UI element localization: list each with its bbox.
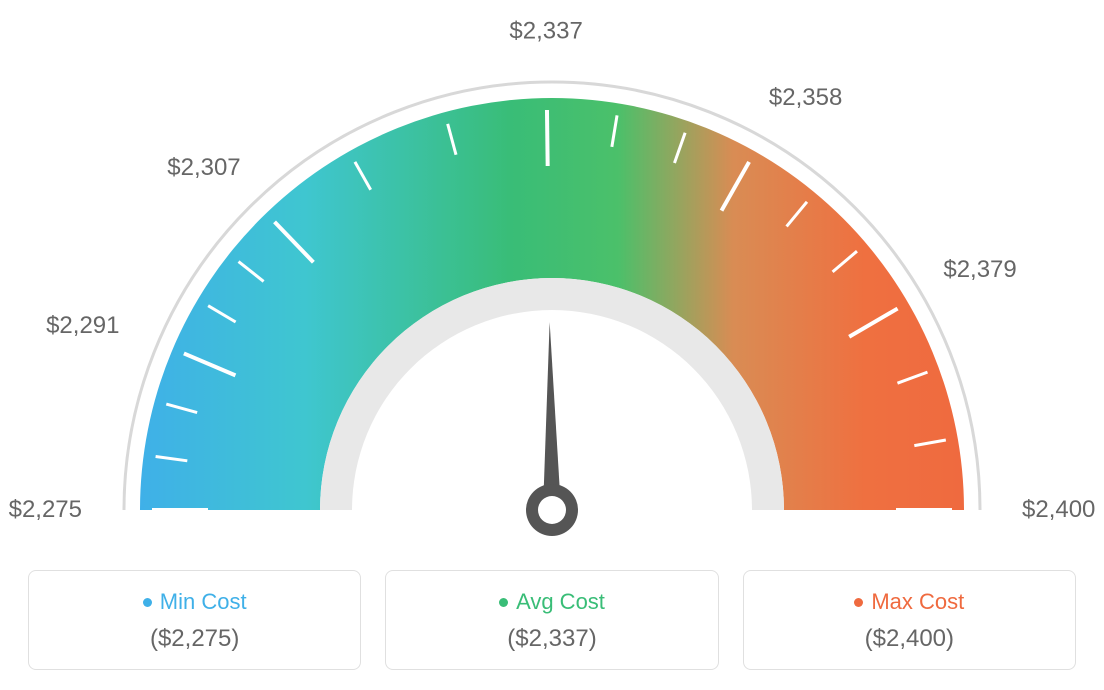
avg-cost-title: Avg Cost xyxy=(499,589,605,615)
gauge-area: $2,275 $2,291 $2,307 $2,337 $2,358 $2,379 $2,4… xyxy=(0,0,1104,560)
max-cost-label: Max Cost xyxy=(871,589,964,615)
avg-cost-card: Avg Cost ($2,337) xyxy=(385,570,718,670)
gauge-tick-label: $2,307 xyxy=(167,155,240,183)
min-dot-icon xyxy=(143,598,152,607)
max-cost-value: ($2,400) xyxy=(754,625,1065,653)
gauge-tick-label: $2,400 xyxy=(1022,496,1095,524)
gauge-tick-label: $2,337 xyxy=(509,18,582,46)
avg-cost-value: ($2,337) xyxy=(396,625,707,653)
min-cost-value: ($2,275) xyxy=(39,625,350,653)
gauge-tick-label: $2,291 xyxy=(46,312,119,340)
gauge-tick-label: $2,379 xyxy=(943,256,1016,284)
gauge-svg xyxy=(0,0,1104,560)
max-cost-title: Max Cost xyxy=(854,589,964,615)
legend-card-row: Min Cost ($2,275) Avg Cost ($2,337) Max … xyxy=(28,570,1076,670)
min-cost-title: Min Cost xyxy=(143,589,247,615)
cost-gauge-chart: $2,275 $2,291 $2,307 $2,337 $2,358 $2,379 $2,4… xyxy=(0,0,1104,690)
avg-dot-icon xyxy=(499,598,508,607)
gauge-tick-label: $2,358 xyxy=(769,84,842,112)
avg-cost-label: Avg Cost xyxy=(516,589,605,615)
max-dot-icon xyxy=(854,598,863,607)
min-cost-card: Min Cost ($2,275) xyxy=(28,570,361,670)
gauge-tick-label: $2,275 xyxy=(9,496,82,524)
min-cost-label: Min Cost xyxy=(160,589,247,615)
max-cost-card: Max Cost ($2,400) xyxy=(743,570,1076,670)
